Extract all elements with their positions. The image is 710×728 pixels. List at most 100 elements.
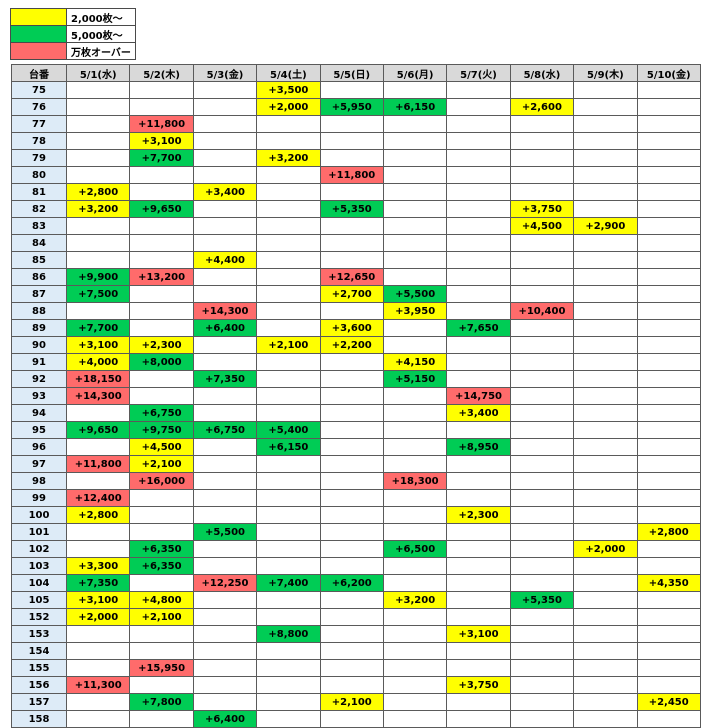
payout-cell [129,319,194,337]
payout-cell [256,268,321,286]
payout-cell [636,659,701,677]
payout-cell [573,625,638,643]
machine-number: 156 [11,676,67,694]
payout-cell: +5,500 [192,523,258,541]
payout-cell [509,251,575,269]
machine-number: 101 [11,523,67,541]
payout-cell [256,183,321,201]
payout-cell [319,540,384,558]
payout-cell [256,166,321,184]
payout-cell [573,319,638,337]
legend-item: 万枚オーバー [10,42,136,60]
payout-cell [65,217,131,235]
table-row: 99 +12,400 [11,489,701,507]
payout-cell [192,200,258,218]
payout-cell [256,353,321,371]
payout-cell [192,625,258,643]
payout-cell [319,370,384,388]
table-row: 76 +2,000 +5,950 +6,150 +2,600 [11,98,701,116]
table-row: 82 +3,200 +9,650 +5,350 +3,750 [11,200,701,218]
payout-cell [319,591,384,609]
payout-cell [382,489,448,507]
payout-cell [446,710,511,728]
payout-cell [573,302,638,320]
payout-cell [65,710,131,728]
payout-cell [446,472,511,490]
machine-number: 85 [11,251,67,269]
payout-cell [573,642,638,660]
payout-cell [319,710,384,728]
payout-cell [65,98,131,116]
table-row: 155 +15,950 [11,659,701,677]
payout-cell: +14,750 [446,387,511,405]
payout-cell [636,98,701,116]
payout-cell [509,659,575,677]
payout-cell [509,268,575,286]
payout-cell [256,200,321,218]
payout-cell [129,523,194,541]
table-row: 103 +3,300 +6,350 [11,557,701,575]
payout-cell: +3,200 [382,591,448,609]
payout-cell: +4,350 [636,574,701,592]
payout-cell [382,523,448,541]
payout-cell [382,404,448,422]
payout-cell: +5,400 [256,421,321,439]
table-row: 104 +7,350 +12,250 +7,400 +6,200 +4,350 [11,574,701,592]
machine-number: 155 [11,659,67,677]
payout-cell [319,438,384,456]
payout-cell: +8,800 [256,625,321,643]
payout-cell [509,676,575,694]
machine-number: 80 [11,166,67,184]
payout-cell: +6,350 [129,540,194,558]
machine-number: 81 [11,183,67,201]
payout-cell [319,251,384,269]
payout-cell [382,149,448,167]
payout-cell [382,81,448,99]
machine-number: 79 [11,149,67,167]
payout-cell [65,302,131,320]
payout-cell [192,217,258,235]
payout-cell [636,438,701,456]
machine-number: 97 [11,455,67,473]
payout-cell [382,387,448,405]
payout-cell [382,659,448,677]
payout-cell [256,387,321,405]
payout-cell: +7,700 [129,149,194,167]
payout-cell [319,642,384,660]
payout-cell [319,523,384,541]
payout-cell [319,472,384,490]
payout-cell [446,540,511,558]
payout-cell [256,455,321,473]
machine-number: 92 [11,370,67,388]
payout-cell [256,659,321,677]
payout-cell: +15,950 [129,659,194,677]
payout-cell [256,217,321,235]
payout-cell [256,302,321,320]
payout-cell: +2,700 [319,285,384,303]
payout-cell: +5,350 [509,591,575,609]
payout-cell [573,506,638,524]
payout-cell [319,353,384,371]
payout-cell [319,217,384,235]
payout-cell [446,455,511,473]
table-row: 78 +3,100 [11,132,701,150]
payout-cell [129,387,194,405]
payout-cell [65,234,131,252]
date-header: 5/4(土) [256,64,321,82]
payout-cell [446,693,511,711]
payout-cell [192,98,258,116]
date-header: 5/8(水) [509,64,575,82]
payout-cell [192,659,258,677]
machine-number: 96 [11,438,67,456]
payout-cell [382,183,448,201]
payout-cell [636,557,701,575]
payout-cell [65,659,131,677]
payout-cell [129,251,194,269]
table-row: 77 +11,800 [11,115,701,133]
payout-cell [446,115,511,133]
table-row: 101 +5,500 +2,800 [11,523,701,541]
payout-cell [319,404,384,422]
payout-cell [65,81,131,99]
payout-cell [319,387,384,405]
payout-cell [573,591,638,609]
